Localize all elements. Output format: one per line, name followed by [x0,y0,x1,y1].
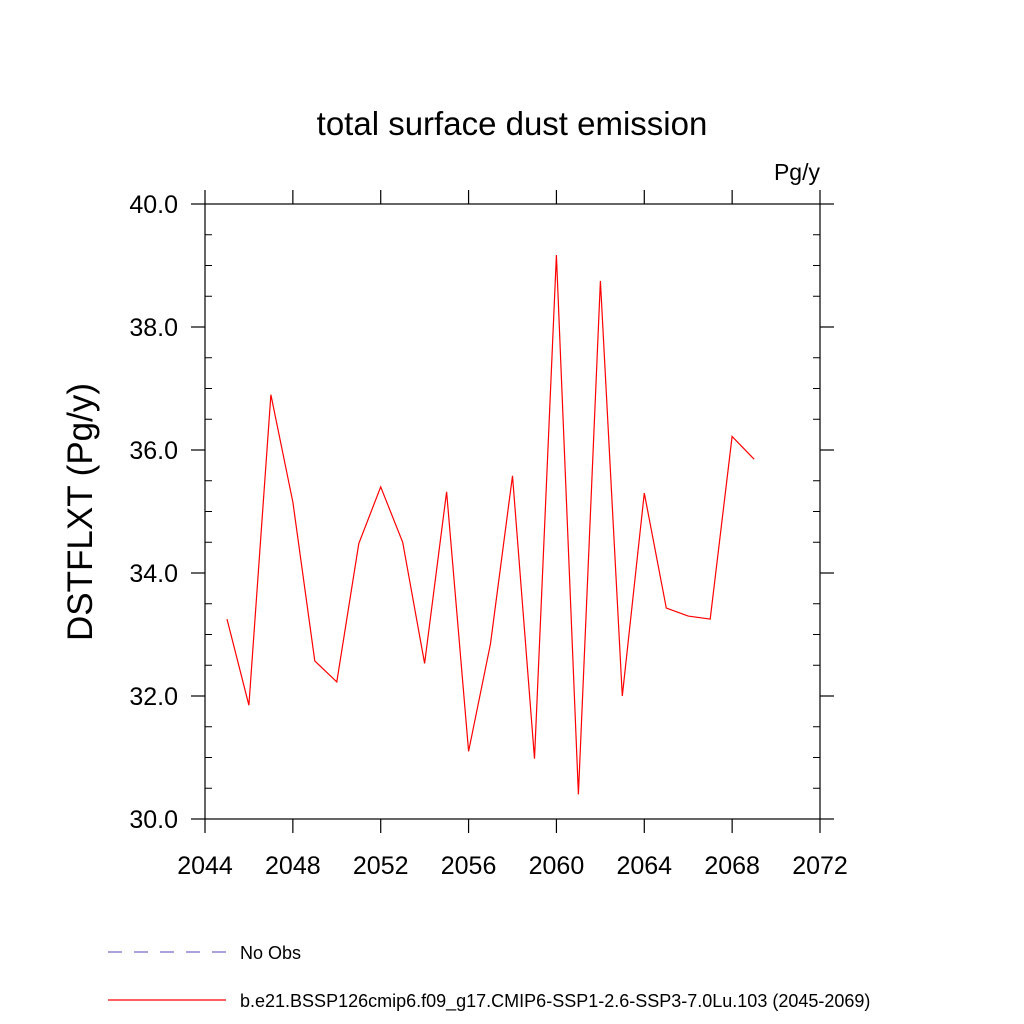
x-tick-label: 2064 [616,852,672,880]
x-tick-label: 2060 [529,852,585,880]
x-tick-label: 2044 [177,852,233,880]
x-tick-label: 2052 [353,852,409,880]
x-tick-label: 2068 [704,852,760,880]
y-tick-label: 36.0 [129,437,178,465]
y-tick-labels: 30.0 32.0 34.0 36.0 38.0 40.0 [129,191,178,834]
x-tick-labels: 2044 2048 2052 2056 2060 2064 2068 2072 [177,852,848,880]
y-tick-label: 34.0 [129,560,178,588]
axis-ticks [191,190,834,833]
y-tick-label: 30.0 [129,806,178,834]
x-tick-label: 2056 [441,852,497,880]
y-tick-label: 38.0 [129,314,178,342]
series-lines [226,254,755,795]
x-tick-label: 2072 [792,852,848,880]
y-axis-label: DSTFLXT (Pg/y) [61,383,100,641]
y-tick-label: 32.0 [129,683,178,711]
chart-title: total surface dust emission [317,105,708,142]
legend: No Obs b.e21.BSSP126cmip6.f09_g17.CMIP6-S… [108,943,870,1012]
legend-label-1: b.e21.BSSP126cmip6.f09_g17.CMIP6-SSP1-2.… [240,991,870,1012]
legend-label-0: No Obs [240,943,301,963]
y-tick-label: 40.0 [129,191,178,219]
units-label: Pg/y [774,159,821,185]
x-tick-label: 2048 [265,852,321,880]
series-line-0 [226,254,755,795]
